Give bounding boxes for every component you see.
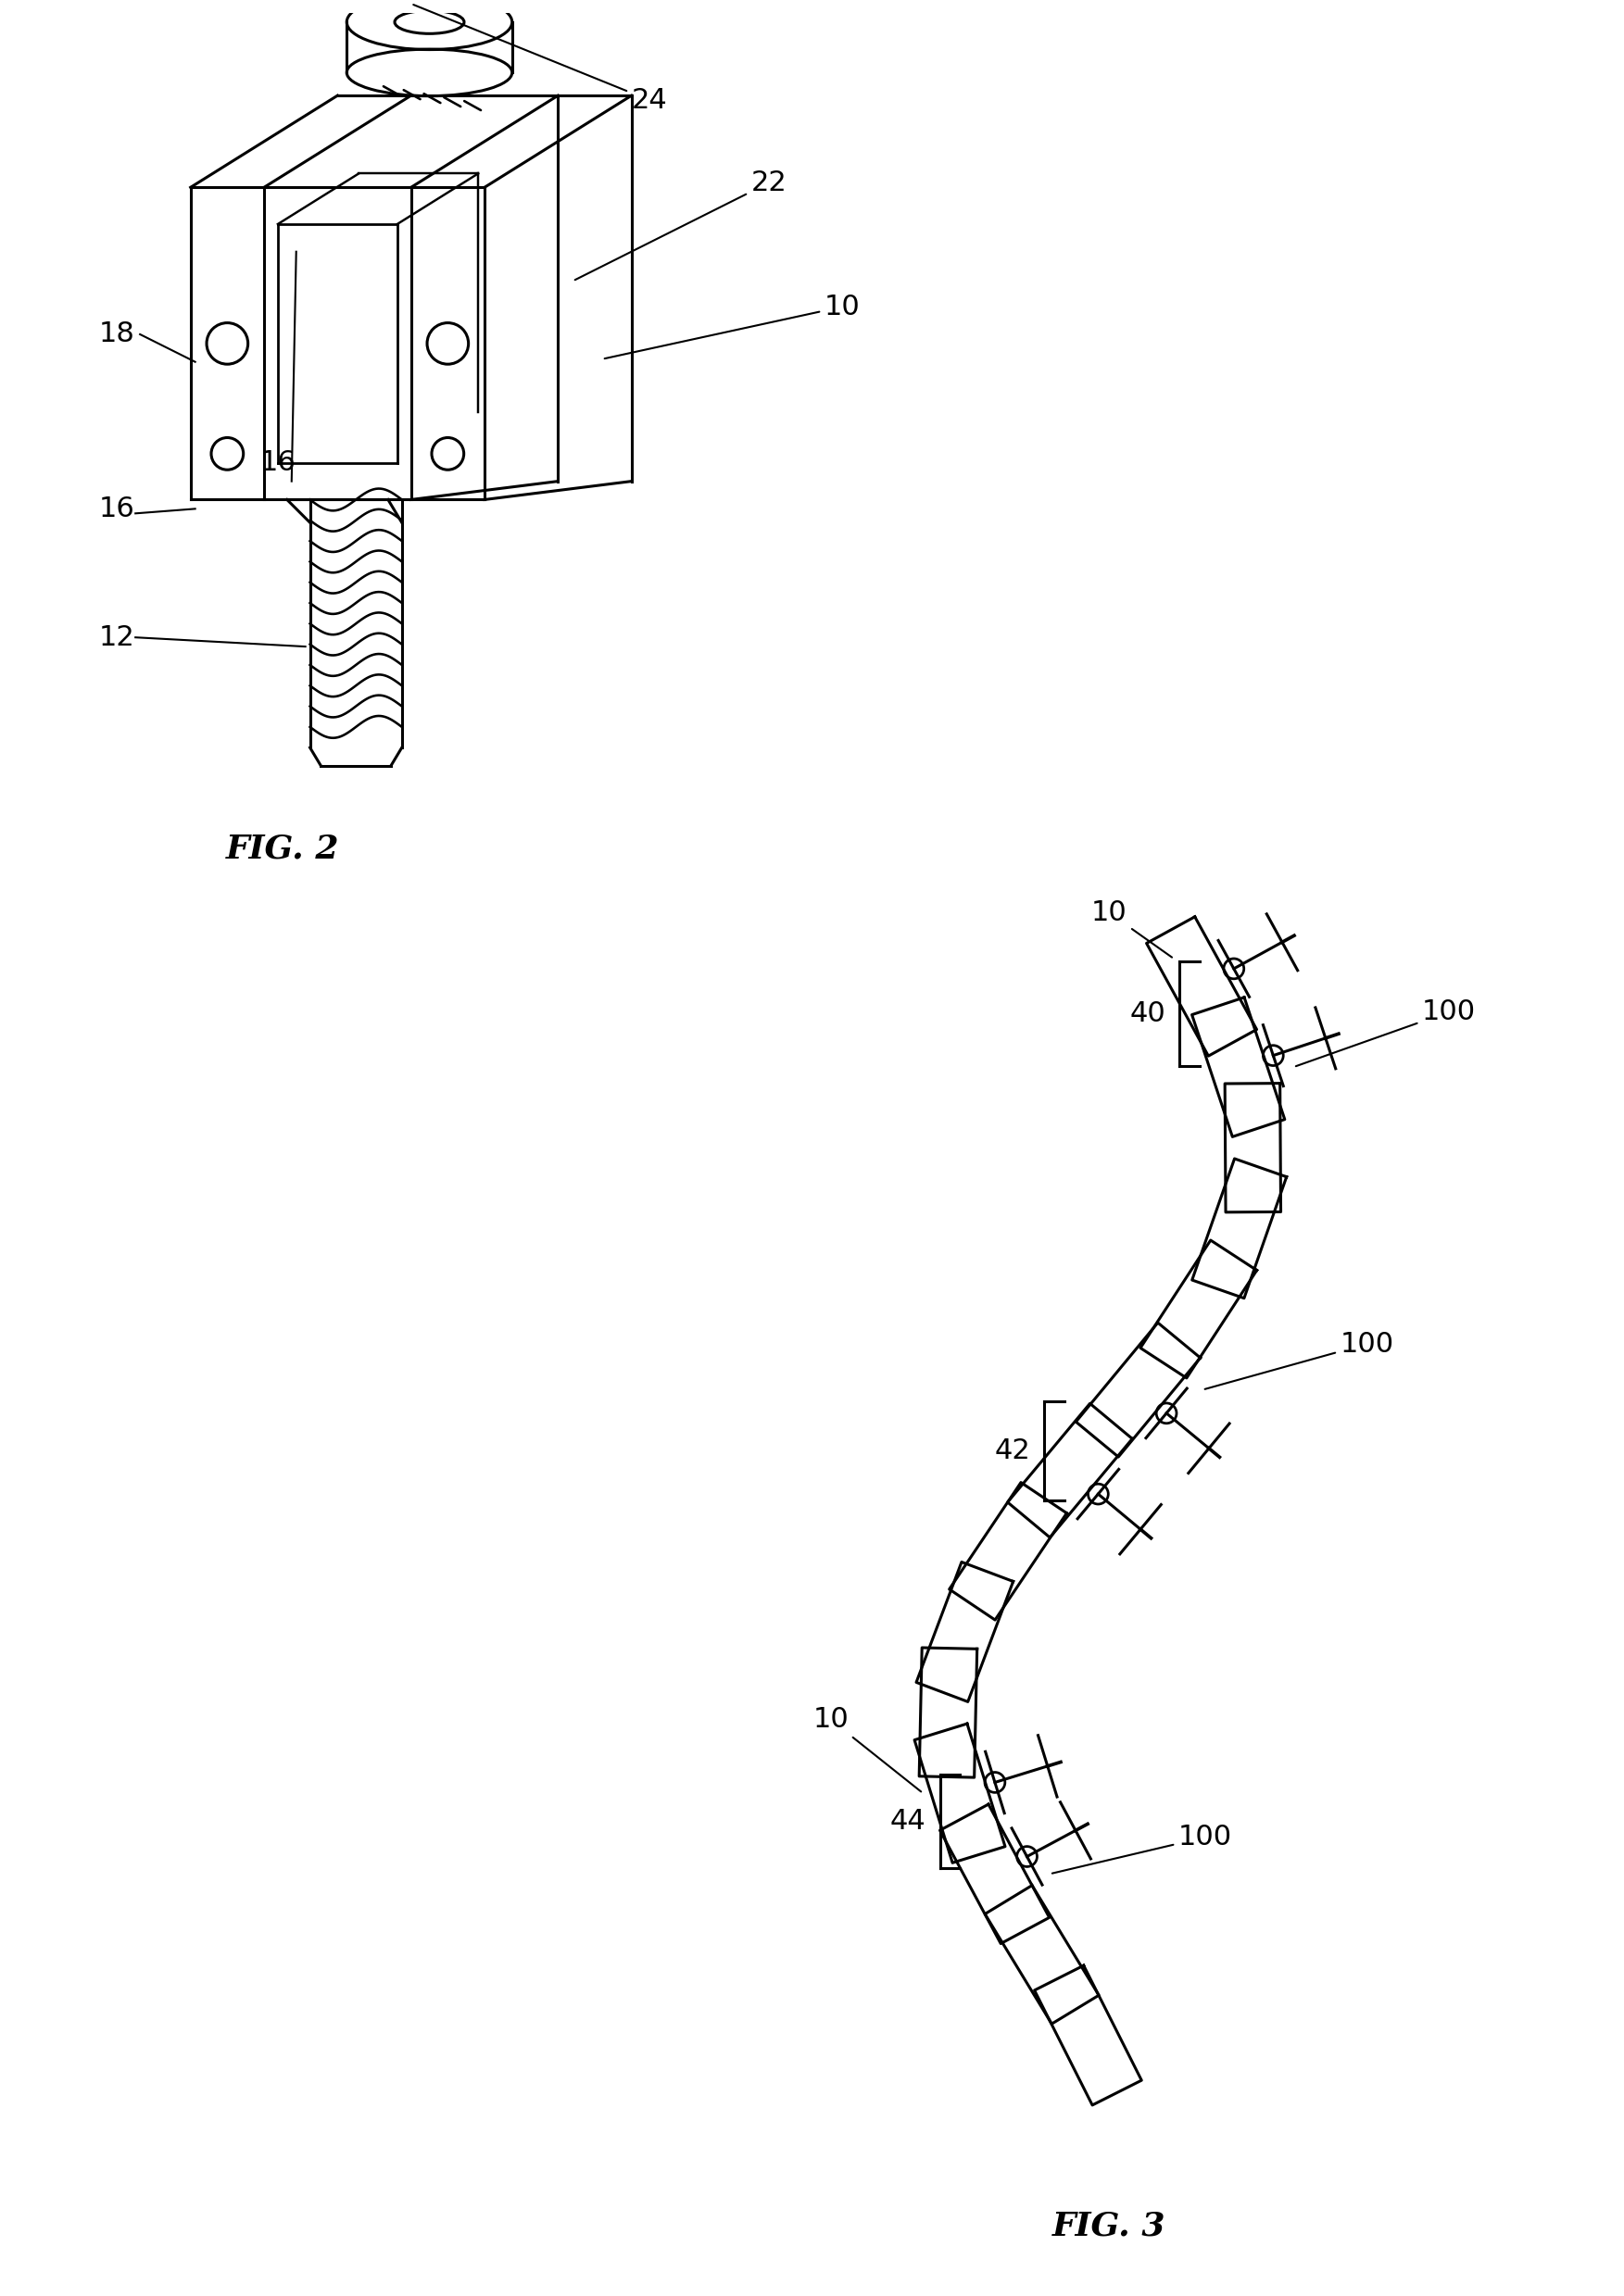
Text: 18: 18 (99, 321, 135, 347)
Text: 10: 10 (604, 294, 861, 358)
Text: 24: 24 (414, 5, 667, 113)
Text: 42: 42 (994, 1437, 1030, 1465)
Text: 100: 100 (1205, 1329, 1393, 1389)
Text: 100: 100 (1296, 999, 1476, 1065)
Text: FIG. 2: FIG. 2 (226, 833, 339, 863)
Text: 12: 12 (99, 625, 135, 650)
Text: FIG. 3: FIG. 3 (1052, 2211, 1166, 2241)
Text: 44: 44 (890, 1807, 926, 1835)
Text: 100: 100 (1052, 1823, 1233, 1874)
Text: 16: 16 (99, 496, 135, 521)
Text: 10: 10 (814, 1706, 921, 1791)
Text: 22: 22 (575, 170, 786, 280)
Text: 10: 10 (1091, 900, 1173, 957)
Text: 16: 16 (260, 450, 296, 475)
Text: 40: 40 (1130, 1001, 1166, 1026)
